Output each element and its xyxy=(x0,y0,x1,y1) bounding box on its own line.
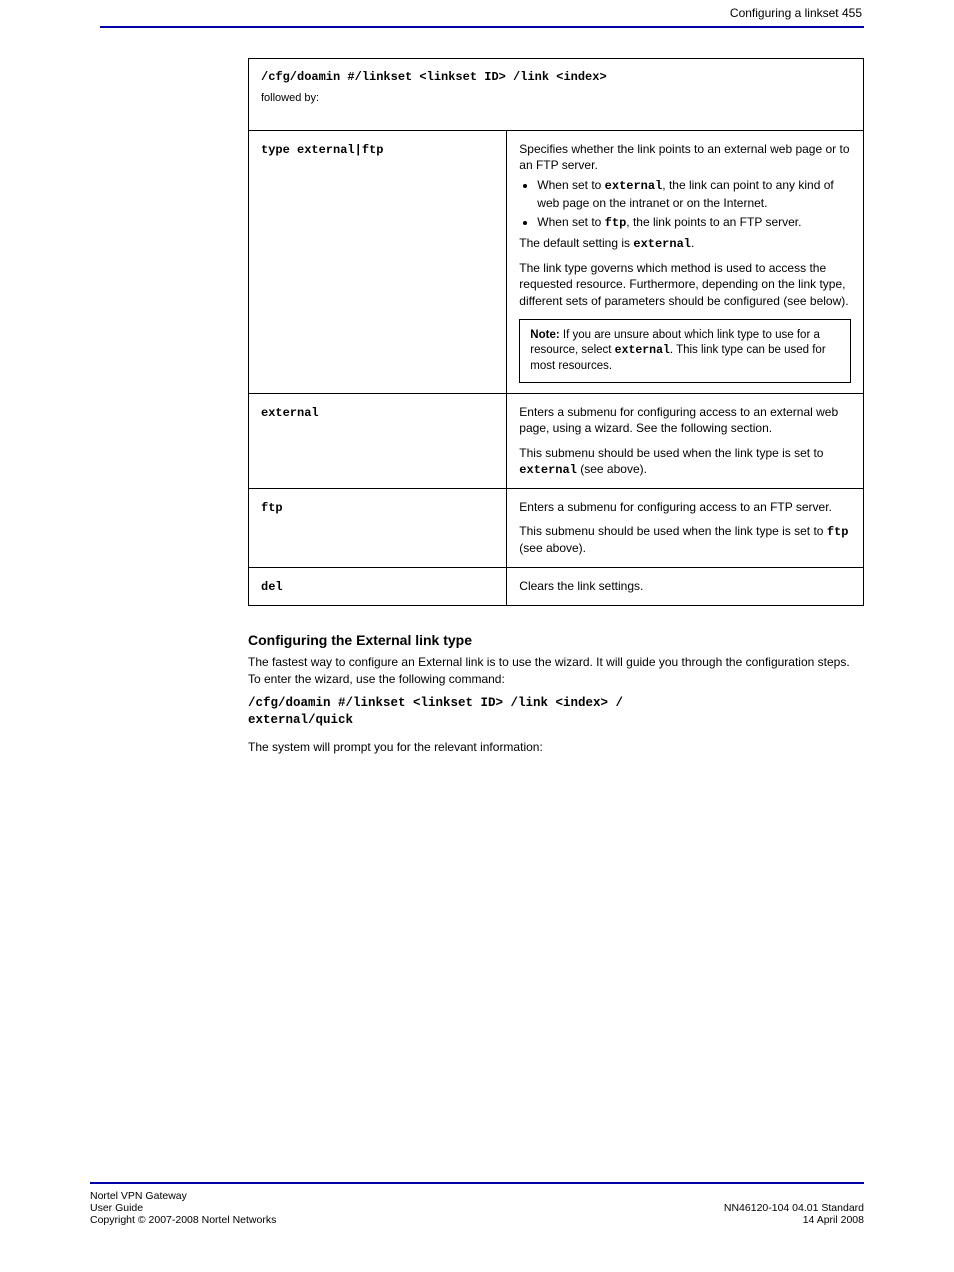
desc-text: Clears the link settings. xyxy=(519,579,643,593)
page-footer: Nortel VPN Gateway User Guide Copyright … xyxy=(90,1182,864,1226)
text: The default setting is xyxy=(519,236,633,250)
section-para: The system will prompt you for the relev… xyxy=(248,739,864,756)
text: . xyxy=(691,236,694,250)
top-rule xyxy=(100,26,864,28)
section-heading: Configuring the External link type xyxy=(248,632,864,648)
text: This submenu should be used when the lin… xyxy=(519,524,827,538)
text: When set to xyxy=(537,215,604,229)
mono-text: ftp xyxy=(605,216,627,230)
cmd-text: external xyxy=(261,406,319,420)
text: , the link points to an FTP server. xyxy=(626,215,801,229)
table-cell-right: Clears the link settings. xyxy=(507,567,864,605)
table-header-cell: /cfg/doamin #/linkset <linkset ID> /link… xyxy=(249,59,864,131)
table-cell-right: Enters a submenu for configuring access … xyxy=(507,394,864,489)
desc-intro: Specifies whether the link points to an … xyxy=(519,141,851,173)
list-item: When set to external, the link can point… xyxy=(537,177,851,210)
note-box: Note: If you are unsure about which link… xyxy=(519,319,851,384)
cmd-line: external/quick xyxy=(248,713,353,727)
note-label: Note: xyxy=(530,329,559,341)
cmd-text: type external|ftp xyxy=(261,143,383,157)
text: When set to xyxy=(537,178,604,192)
table-cell-right: Enters a submenu for configuring access … xyxy=(507,489,864,568)
table-header-cmd: /cfg/doamin #/linkset <linkset ID> /link… xyxy=(261,70,607,84)
default-line: The default setting is external. xyxy=(519,235,851,252)
mono-text: external xyxy=(615,344,670,357)
desc-para: Enters a submenu for configuring access … xyxy=(519,404,851,436)
footer-product: Nortel VPN Gateway xyxy=(90,1190,276,1202)
table-row: external Enters a submenu for configurin… xyxy=(249,394,864,489)
desc-para: The link type governs which method is us… xyxy=(519,260,851,309)
cmd-line: /cfg/doamin #/linkset <linkset ID> /link… xyxy=(248,696,623,710)
mono-text: external xyxy=(519,463,577,477)
footer-left: Nortel VPN Gateway User Guide Copyright … xyxy=(90,1190,276,1226)
table-row: type external|ftp Specifies whether the … xyxy=(249,131,864,394)
mono-text: external xyxy=(633,237,691,251)
table-cell-left: external xyxy=(249,394,507,489)
cmd-text: del xyxy=(261,580,283,594)
mono-text: external xyxy=(605,179,663,193)
footer-docnum: NN46120-104 04.01 Standard xyxy=(724,1202,864,1214)
desc-para2: This submenu should be used when the lin… xyxy=(519,523,851,556)
mono-text: ftp xyxy=(827,525,849,539)
desc-para: Enters a submenu for configuring access … xyxy=(519,499,851,515)
table-cell-left: ftp xyxy=(249,489,507,568)
table-header-sub: followed by: xyxy=(261,91,851,106)
command-table: /cfg/doamin #/linkset <linkset ID> /link… xyxy=(248,58,864,606)
command-block: /cfg/doamin #/linkset <linkset ID> /link… xyxy=(248,695,864,729)
desc-para2: This submenu should be used when the lin… xyxy=(519,445,851,478)
table-row: del Clears the link settings. xyxy=(249,567,864,605)
page-header: Configuring a linkset 455 xyxy=(90,6,864,20)
list-item: When set to ftp, the link points to an F… xyxy=(537,214,851,231)
table-cell-left: type external|ftp xyxy=(249,131,507,394)
section-para: The fastest way to configure an External… xyxy=(248,654,864,688)
footer-date: 14 April 2008 xyxy=(724,1214,864,1226)
table-row: ftp Enters a submenu for configuring acc… xyxy=(249,489,864,568)
footer-right: NN46120-104 04.01 Standard 14 April 2008 xyxy=(724,1190,864,1226)
text: This submenu should be used when the lin… xyxy=(519,446,823,460)
cmd-text: ftp xyxy=(261,501,283,515)
text: (see above). xyxy=(577,462,647,476)
text: (see above). xyxy=(519,541,586,555)
footer-doc: User Guide xyxy=(90,1202,143,1214)
table-cell-left: del xyxy=(249,567,507,605)
footer-copyright: Copyright © 2007-2008 Nortel Networks xyxy=(90,1214,276,1226)
table-cell-right: Specifies whether the link points to an … xyxy=(507,131,864,394)
